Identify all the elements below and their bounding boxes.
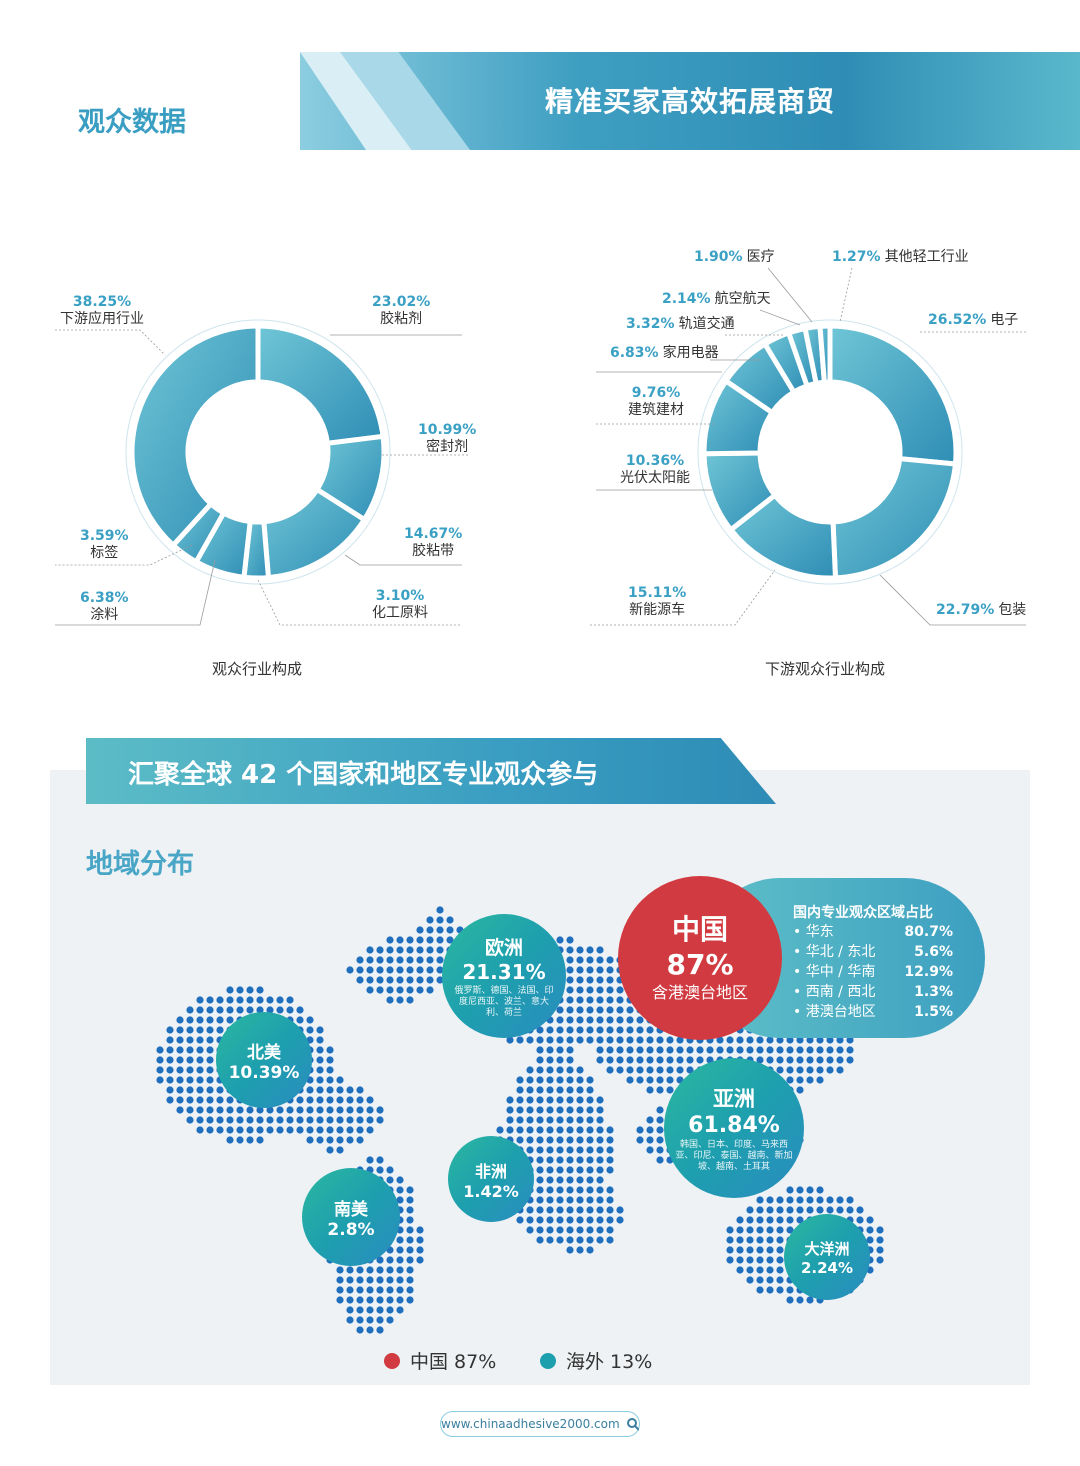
chart2-label-packaging: 22.79% 包装: [936, 602, 1027, 618]
leader-line: [759, 309, 801, 326]
africa-bubble: 非洲 1.42%: [448, 1136, 534, 1222]
legend-china: 中国 87%: [384, 1347, 496, 1374]
chart1-label-tape: 14.67% 胶粘带: [404, 526, 463, 559]
donut2-slice-0: [827, 323, 959, 467]
domestic-row: • 华北 / 东北 5.6%: [793, 944, 953, 960]
domestic-list: • 华东 80.7% • 华北 / 东北 5.6% • 华中 / 华南 12.9% •…: [793, 922, 953, 1022]
leader-line: [55, 329, 166, 356]
leader-line: [257, 579, 462, 626]
donut1-outer-ring: [125, 319, 391, 585]
leader-line: [55, 544, 193, 566]
banner-title: 精准买家高效拓展商贸: [544, 85, 835, 118]
chart1-label-sealant: 10.99% 密封剂: [418, 422, 477, 455]
donut2-slice-1: [830, 455, 959, 581]
legend-dot: [384, 1352, 400, 1369]
chart2-label-aerospace: 2.14% 航空航天: [662, 291, 771, 307]
north-america-bubble: 北美 10.39%: [216, 1012, 312, 1108]
legend-dot: [540, 1352, 556, 1369]
global-banner: [86, 738, 776, 804]
global-panel: [50, 770, 1030, 1385]
china-bubble: 中国 87% 含港澳台地区: [618, 876, 782, 1040]
chart2-label-appliance: 6.83% 家用电器: [610, 345, 719, 361]
chart1-label-adhesive: 23.02% 胶粘剂: [372, 294, 431, 327]
chart1-label-coating: 6.38% 涂料: [80, 590, 129, 623]
leader-line: [879, 574, 1026, 626]
donut-charts: [55, 267, 1026, 626]
donut2-slice-9: [817, 323, 833, 385]
leader-line: [344, 554, 462, 566]
chart2-label-pv: 10.36% 光伏太阳能: [620, 453, 690, 486]
domestic-title: 国内专业观众区域占比: [793, 905, 933, 921]
leader-line: [590, 569, 776, 626]
section-title: 观众数据: [78, 107, 186, 138]
chart2-label-building: 9.76% 建筑建材: [628, 385, 684, 418]
region-title: 地域分布: [86, 849, 194, 880]
donut1-slice-0: [255, 323, 386, 447]
leader-line: [767, 267, 813, 323]
europe-bubble: 欧洲 21.31% 俄罗斯、德国、法国、印度尼西亚、波兰、意大利、荷兰: [442, 914, 566, 1038]
domestic-row: • 港澳台地区 1.5%: [793, 1004, 953, 1020]
search-icon: [626, 1418, 639, 1431]
asia-bubble: 亚洲 61.84% 韩国、日本、印度、马来西亚、印尼、泰国、越南、新加坡、越南、…: [664, 1058, 804, 1198]
chart1-caption: 观众行业构成: [211, 660, 302, 678]
chart2-label-medical: 1.90% 医疗: [694, 249, 775, 265]
chart2-label-other: 1.27% 其他轻工行业: [832, 249, 969, 265]
chart2-label-rail: 3.32% 轨道交通: [626, 316, 735, 332]
chart2-caption: 下游观众行业构成: [764, 660, 885, 678]
domestic-row: • 西南 / 西北 1.3%: [793, 984, 953, 1000]
south-america-bubble: 南美 2.8%: [302, 1168, 400, 1266]
domestic-row: • 华东 80.7%: [793, 924, 953, 940]
chart1-label-label: 3.59% 标签: [80, 528, 129, 561]
global-banner-title: 汇聚全球 42 个国家和地区专业观众参与: [128, 760, 599, 790]
donut1-slice-6: [129, 323, 261, 549]
donut2-outer-ring: [697, 319, 963, 585]
domestic-row: • 华中 / 华南 12.9%: [793, 964, 953, 980]
chart2-label-nev: 15.11% 新能源车: [628, 585, 687, 618]
website-link[interactable]: www.chinaadhesive2000.com: [440, 1411, 640, 1437]
legend-overseas: 海外 13%: [540, 1347, 652, 1374]
leader-line: [55, 559, 216, 626]
oceania-bubble: 大洋洲 2.24%: [784, 1214, 870, 1300]
leader-line: [839, 267, 853, 323]
chart1-label-chemical: 3.10% 化工原料: [372, 588, 428, 621]
chart2-label-electronics: 26.52% 电子: [928, 312, 1019, 328]
chart1-label-downstream: 38.25% 下游应用行业: [60, 294, 144, 327]
